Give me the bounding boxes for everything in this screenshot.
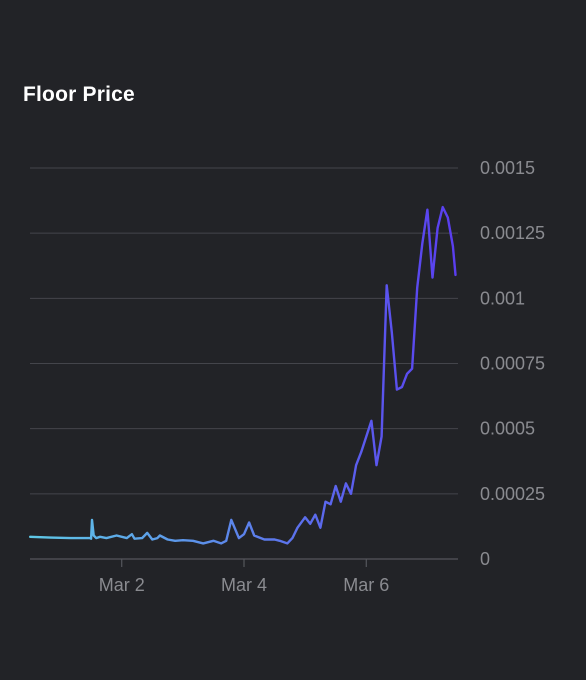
y-tick-label: 0 [480,549,490,569]
y-tick-label: 0.00075 [480,354,545,374]
x-tick-label: Mar 6 [343,575,389,595]
y-tick-label: 0.00125 [480,223,545,243]
chart-title: Floor Price [23,83,135,106]
y-tick-label: 0.00025 [480,484,545,504]
y-axis: 0.0015 0.00125 0.001 0.00075 0.0005 0.00025 0 [480,158,545,569]
y-tick-label: 0.0005 [480,419,535,439]
x-tick-label: Mar 2 [99,575,145,595]
x-axis: Mar 2 Mar 4 Mar 6 [99,559,389,595]
y-tick-label: 0.0015 [480,158,535,178]
x-tick-label: Mar 4 [221,575,267,595]
y-tick-label: 0.001 [480,288,525,308]
series-line [29,205,457,545]
